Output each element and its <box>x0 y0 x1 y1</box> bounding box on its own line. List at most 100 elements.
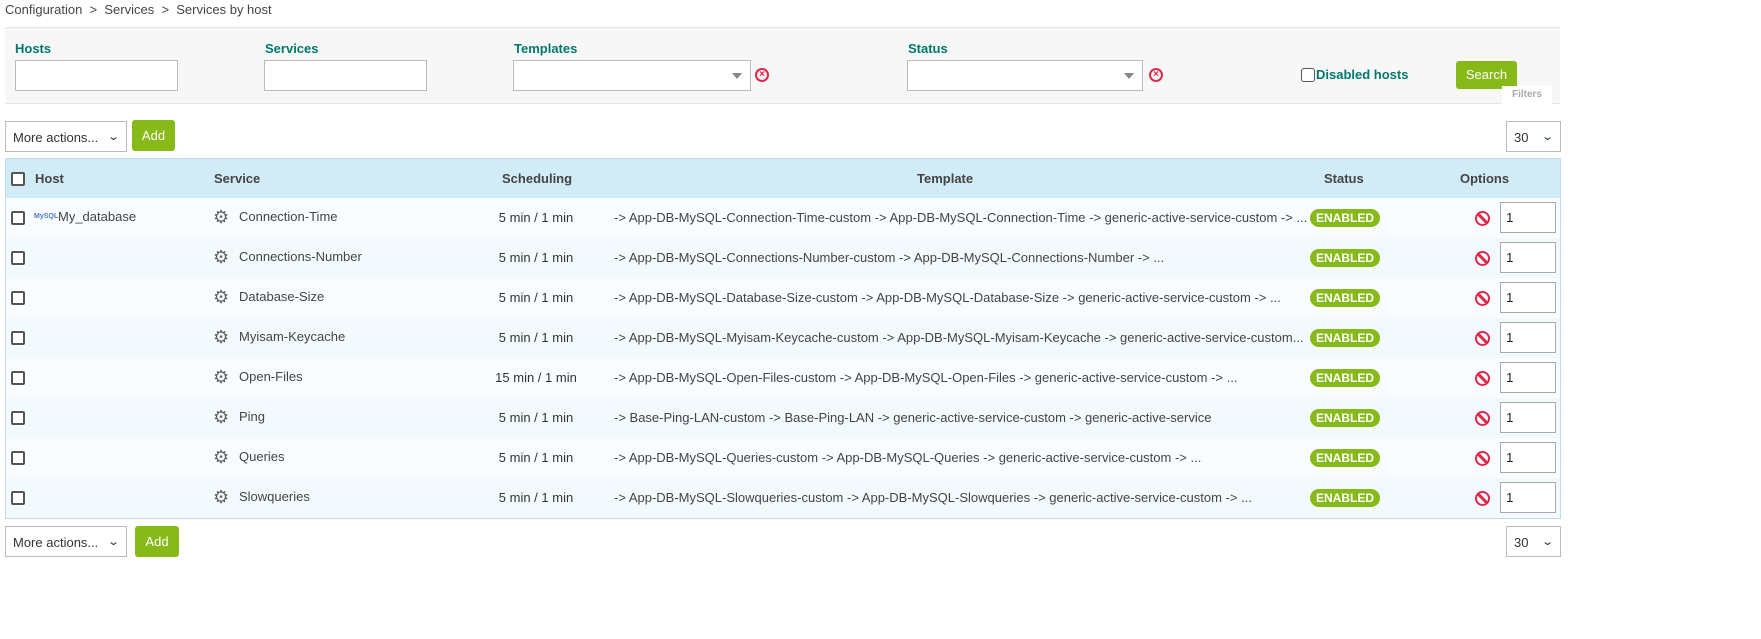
more-actions-select[interactable]: More actions... ⌄ <box>5 121 127 152</box>
table-row: MySQL My_database ⚙ Connection-Time 5 min… <box>6 198 1560 238</box>
disable-icon[interactable] <box>1475 331 1490 346</box>
status-badge: ENABLED <box>1310 289 1381 307</box>
chevron-down-icon: ⌄ <box>1540 536 1554 548</box>
header-service: Service <box>214 171 261 186</box>
template-chain: -> App-DB-MySQL-Connection-Time-custom -… <box>614 210 1308 225</box>
template-chain: -> App-DB-MySQL-Database-Size-custom -> … <box>614 290 1281 305</box>
scheduling-value: 5 min / 1 min <box>498 210 574 225</box>
header-options: Options <box>1460 171 1510 186</box>
services-input[interactable] <box>264 60 427 91</box>
disable-icon[interactable] <box>1475 251 1490 266</box>
scheduling-value: 15 min / 1 min <box>495 370 577 385</box>
breadcrumb: Configuration > Services > Services by h… <box>5 2 272 17</box>
service-link[interactable]: Open-Files <box>239 369 303 384</box>
row-checkbox[interactable] <box>11 291 25 305</box>
service-link[interactable]: Database-Size <box>239 289 325 304</box>
duplicate-count-input[interactable] <box>1500 402 1556 433</box>
status-badge: ENABLED <box>1310 249 1381 267</box>
gear-icon: ⚙ <box>213 287 230 307</box>
service-link[interactable]: Connection-Time <box>239 209 338 224</box>
chevron-down-icon: ⌄ <box>1540 131 1554 143</box>
duplicate-count-input[interactable] <box>1500 202 1556 233</box>
template-chain: -> Base-Ping-LAN-custom -> Base-Ping-LAN… <box>614 410 1212 425</box>
status-badge: ENABLED <box>1310 449 1381 467</box>
duplicate-count-input[interactable] <box>1500 282 1556 313</box>
gear-icon: ⚙ <box>213 447 230 467</box>
table-row: ⚙ Myisam-Keycache 5 min / 1 min -> App-D… <box>6 318 1560 358</box>
per-page-select[interactable]: 30 ⌄ <box>1506 121 1561 152</box>
hosts-label: Hosts <box>15 41 52 56</box>
template-chain: -> App-DB-MySQL-Queries-custom -> App-DB… <box>614 450 1202 465</box>
duplicate-count-input[interactable] <box>1500 242 1556 273</box>
host-link[interactable]: My_database <box>58 209 137 224</box>
row-checkbox[interactable] <box>11 451 25 465</box>
duplicate-count-input[interactable] <box>1500 442 1556 473</box>
disable-icon[interactable] <box>1475 291 1490 306</box>
dropdown-arrow-icon <box>732 73 742 79</box>
disable-icon[interactable] <box>1475 371 1490 386</box>
header-host: Host <box>35 171 64 186</box>
service-link[interactable]: Myisam-Keycache <box>239 329 346 344</box>
duplicate-count-input[interactable] <box>1500 322 1556 353</box>
header-status: Status <box>1324 171 1364 186</box>
disabled-hosts-checkbox[interactable] <box>1301 68 1315 82</box>
scheduling-value: 5 min / 1 min <box>498 250 574 265</box>
per-page-value: 30 <box>1514 130 1529 145</box>
disable-icon[interactable] <box>1475 451 1490 466</box>
add-button[interactable]: Add <box>132 120 175 151</box>
table-header: Host Service Scheduling Template Status … <box>6 159 1560 198</box>
row-checkbox[interactable] <box>11 491 25 505</box>
table-row: ⚙ Queries 5 min / 1 min -> App-DB-MySQL-… <box>6 438 1560 478</box>
gear-icon: ⚙ <box>213 487 230 507</box>
template-chain: -> App-DB-MySQL-Slowqueries-custom -> Ap… <box>614 490 1252 505</box>
table-row: ⚙ Database-Size 5 min / 1 min -> App-DB-… <box>6 278 1560 318</box>
disable-icon[interactable] <box>1475 491 1490 506</box>
more-actions-select-bottom[interactable]: More actions... ⌄ <box>5 526 127 557</box>
search-button[interactable]: Search <box>1456 61 1517 89</box>
clear-status-icon[interactable]: × <box>1149 68 1163 82</box>
duplicate-count-input[interactable] <box>1500 362 1556 393</box>
filters-tab[interactable]: Filters <box>1502 86 1552 104</box>
table-row: ⚙ Ping 5 min / 1 min -> Base-Ping-LAN-cu… <box>6 398 1560 438</box>
row-checkbox[interactable] <box>11 411 25 425</box>
status-badge: ENABLED <box>1310 409 1381 427</box>
templates-select[interactable] <box>513 60 751 91</box>
disabled-hosts-label: Disabled hosts <box>1316 67 1409 82</box>
service-link[interactable]: Slowqueries <box>239 489 310 504</box>
mysql-logo-icon: MySQL <box>34 213 59 220</box>
clear-templates-icon[interactable]: × <box>755 68 769 82</box>
row-checkbox[interactable] <box>11 251 25 265</box>
gear-icon: ⚙ <box>213 367 230 387</box>
hosts-input[interactable] <box>15 60 178 91</box>
gear-icon: ⚙ <box>213 327 230 347</box>
service-link[interactable]: Connections-Number <box>239 249 362 264</box>
service-link[interactable]: Ping <box>239 409 266 424</box>
scheduling-value: 5 min / 1 min <box>498 330 574 345</box>
header-scheduling: Scheduling <box>502 171 573 186</box>
disable-icon[interactable] <box>1475 411 1490 426</box>
add-button-bottom[interactable]: Add <box>135 526 179 557</box>
template-chain: -> App-DB-MySQL-Open-Files-custom -> App… <box>614 370 1238 385</box>
scheduling-value: 5 min / 1 min <box>498 290 574 305</box>
per-page-select-bottom[interactable]: 30 ⌄ <box>1506 526 1561 557</box>
status-badge: ENABLED <box>1310 329 1381 347</box>
table-row: ⚙ Slowqueries 5 min / 1 min -> App-DB-My… <box>6 478 1560 518</box>
row-checkbox[interactable] <box>11 211 25 225</box>
more-actions-label: More actions... <box>13 535 99 550</box>
filters-panel: Hosts Services Templates × Status × Disa… <box>5 27 1560 104</box>
status-select[interactable] <box>907 60 1143 91</box>
duplicate-count-input[interactable] <box>1500 482 1556 513</box>
gear-icon: ⚙ <box>213 247 230 267</box>
services-table: Host Service Scheduling Template Status … <box>5 158 1561 519</box>
scheduling-value: 5 min / 1 min <box>498 410 574 425</box>
select-all-checkbox[interactable] <box>11 172 25 186</box>
table-row: ⚙ Connections-Number 5 min / 1 min -> Ap… <box>6 238 1560 278</box>
service-link[interactable]: Queries <box>239 449 285 464</box>
chevron-down-icon: ⌄ <box>106 536 120 548</box>
row-checkbox[interactable] <box>11 371 25 385</box>
disable-icon[interactable] <box>1475 211 1490 226</box>
dropdown-arrow-icon <box>1124 73 1134 79</box>
template-chain: -> App-DB-MySQL-Connections-Number-custo… <box>614 250 1165 265</box>
status-badge: ENABLED <box>1310 489 1381 507</box>
row-checkbox[interactable] <box>11 331 25 345</box>
